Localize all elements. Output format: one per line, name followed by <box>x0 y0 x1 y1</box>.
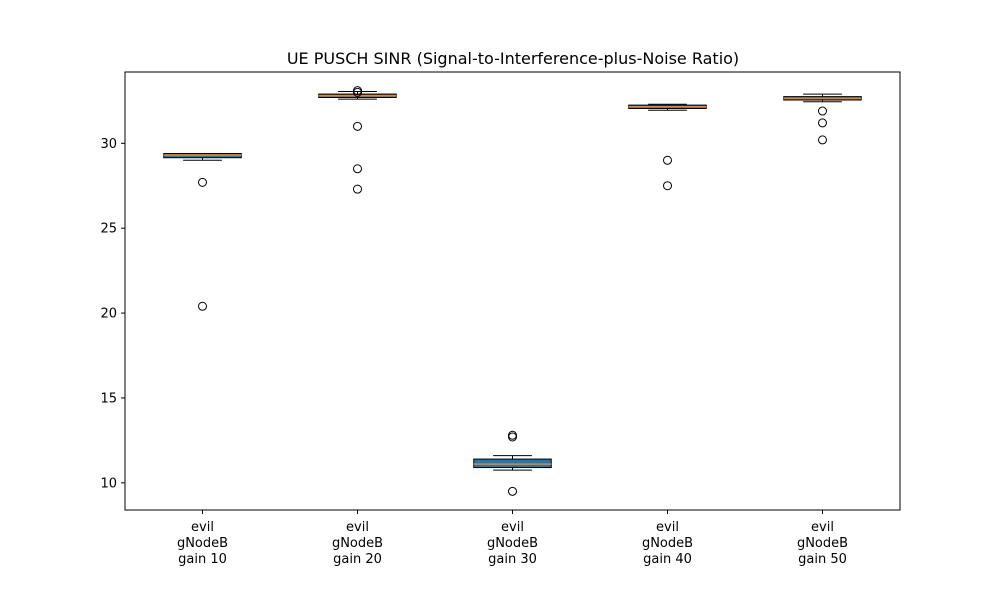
x-tick-label: evil gNodeB gain 30 <box>487 520 538 567</box>
x-tick-label-line: gNodeB <box>332 536 383 551</box>
x-tick-label: evil gNodeB gain 50 <box>797 520 848 567</box>
x-tick-label-line: gain 10 <box>178 552 227 567</box>
box-group-5 <box>783 93 862 145</box>
outlier-point <box>353 164 362 174</box>
x-tick-label-line: evil <box>346 520 369 535</box>
y-tick-label: 10 <box>100 476 117 491</box>
outlier-point <box>818 135 827 145</box>
outlier-point <box>508 486 517 496</box>
x-tick-label-line: gain 50 <box>798 552 847 567</box>
outlier-point <box>663 181 672 191</box>
x-tick-label-line: gNodeB <box>487 536 538 551</box>
outlier-point <box>198 301 207 311</box>
box-group-1 <box>163 152 242 311</box>
outlier-point <box>508 432 517 442</box>
chart-title: UE PUSCH SINR (Signal-to-Interference-pl… <box>287 49 739 68</box>
y-axis: 10 15 20 25 30 <box>100 137 125 491</box>
x-tick-label: evil gNodeB gain 10 <box>177 520 228 567</box>
x-tick-label-line: gain 30 <box>488 552 537 567</box>
y-tick-label: 25 <box>100 222 117 237</box>
box-iqr <box>473 458 552 469</box>
outlier-point <box>353 121 362 131</box>
outlier-point <box>198 177 207 187</box>
outlier-point <box>818 106 827 116</box>
box-group-4 <box>628 103 707 191</box>
y-tick-label: 20 <box>100 307 117 322</box>
x-tick-label-line: gain 20 <box>333 552 382 567</box>
x-tick-label-line: evil <box>501 520 524 535</box>
x-tick-label: evil gNodeB gain 40 <box>642 520 693 567</box>
plot-frame <box>124 71 901 511</box>
y-tick-label: 30 <box>100 137 117 152</box>
x-tick-label-line: gNodeB <box>177 536 228 551</box>
x-tick-label-line: evil <box>811 520 834 535</box>
box-group-2 <box>318 86 397 194</box>
x-tick-label-line: evil <box>656 520 679 535</box>
plot-area <box>163 86 862 496</box>
outlier-point <box>353 184 362 194</box>
x-tick-label-line: gNodeB <box>797 536 848 551</box>
outlier-point <box>663 155 672 165</box>
box-group-3 <box>473 430 552 496</box>
x-tick-label-line: gNodeB <box>642 536 693 551</box>
x-tick-label-line: gain 40 <box>643 552 692 567</box>
x-tick-label-line: evil <box>191 520 214 535</box>
y-tick-label: 15 <box>100 391 117 406</box>
outlier-point <box>818 118 827 128</box>
outlier-point <box>353 87 362 97</box>
x-tick-label: evil gNodeB gain 20 <box>332 520 383 567</box>
